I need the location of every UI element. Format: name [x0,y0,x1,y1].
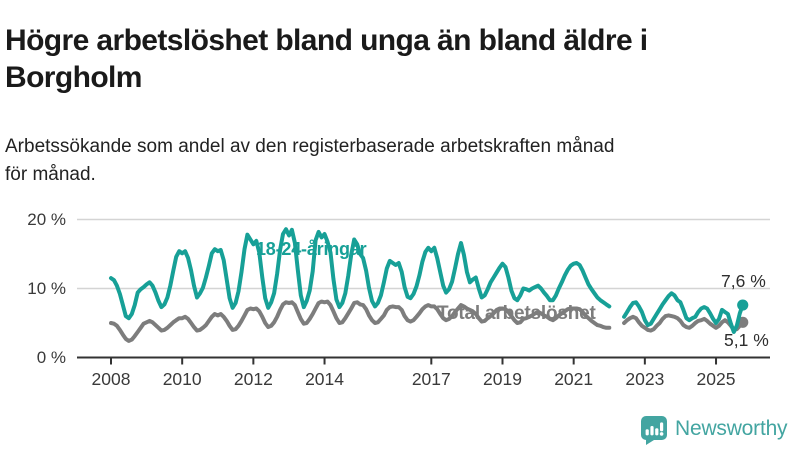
x-tick-label: 2025 [696,369,736,389]
series-line-total [109,299,745,343]
newsworthy-logo-text: Newsworthy [675,417,788,440]
y-tick-label: 20 % [27,209,66,229]
x-tick-label: 2017 [411,369,451,389]
x-tick-label: 2008 [91,369,131,389]
series-end-dot [737,299,749,311]
x-tick-label: 2010 [162,369,202,389]
series-label-total: Total arbetslöshet [437,303,596,324]
y-tick-label: 10 % [27,278,66,298]
x-tick-label: 2019 [483,369,522,389]
x-tick-label: 2014 [305,369,344,389]
page-title: Högre arbetslöshet bland unga än bland ä… [5,24,648,95]
page-subtitle: Arbetssökande som andel av den registerb… [5,136,615,185]
x-tick-label: 2021 [554,369,594,389]
newsworthy-logo[interactable]: Newsworthy [638,413,788,445]
x-tick-label: 2023 [625,369,665,389]
x-tick-label: 2012 [233,369,273,389]
series-line-young [109,227,745,334]
bar-chart-speech-bubble-icon [641,415,667,445]
y-tick-label: 0 % [36,347,66,367]
end-value-young: 7,6 % [721,271,766,291]
end-value-total: 5,1 % [724,330,769,350]
series-label-young: 18-24-åringar [256,239,367,259]
